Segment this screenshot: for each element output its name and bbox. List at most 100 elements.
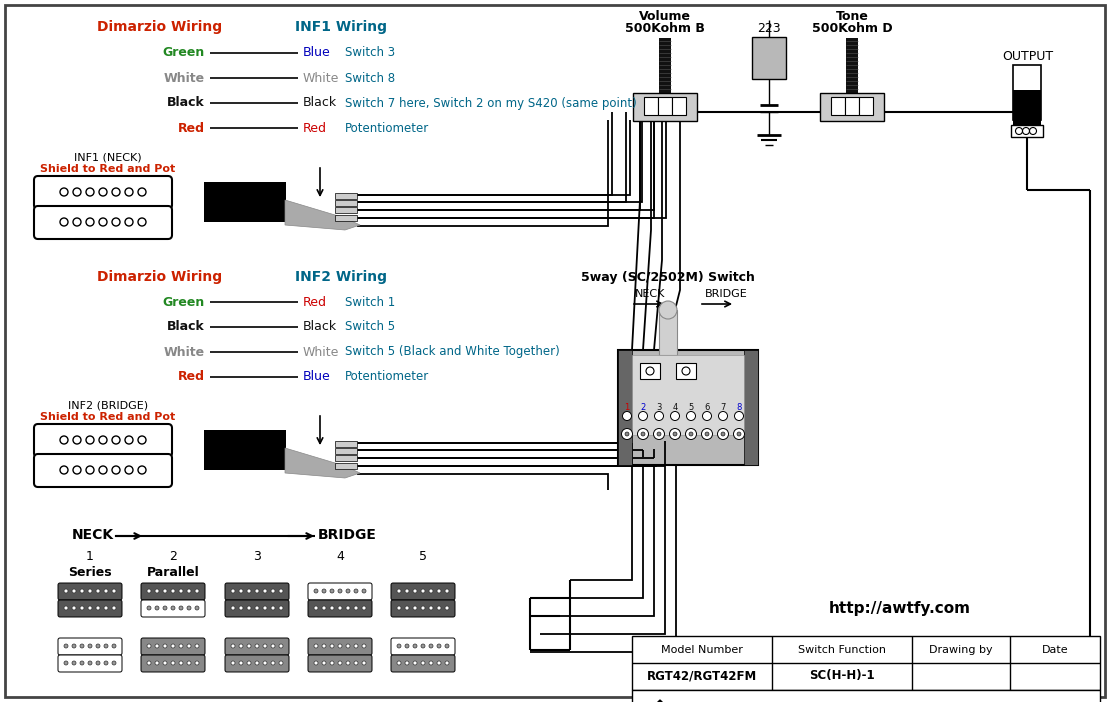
Circle shape [406,606,409,610]
Circle shape [80,661,84,665]
Circle shape [413,644,417,648]
Circle shape [239,661,243,665]
Circle shape [397,589,401,593]
FancyBboxPatch shape [391,655,456,672]
Text: Drawing by: Drawing by [929,645,993,655]
Circle shape [362,589,366,593]
Text: Red: Red [303,121,327,135]
Circle shape [346,661,350,665]
Circle shape [721,432,725,436]
Circle shape [96,644,100,648]
Circle shape [104,606,108,610]
Circle shape [429,661,433,665]
Circle shape [163,644,167,648]
Circle shape [338,644,342,648]
Text: 1: 1 [86,550,94,562]
Circle shape [354,661,358,665]
FancyBboxPatch shape [34,454,172,487]
Text: White: White [164,72,206,84]
Circle shape [354,589,358,593]
Circle shape [231,644,236,648]
Circle shape [179,661,183,665]
Circle shape [687,411,695,420]
Circle shape [156,661,159,665]
Text: 2: 2 [169,550,177,562]
Circle shape [171,661,176,665]
Circle shape [196,606,199,610]
Text: Switch 3: Switch 3 [346,46,396,60]
Circle shape [314,661,318,665]
Circle shape [171,644,176,648]
Bar [659,310,677,355]
Circle shape [247,661,251,665]
Circle shape [196,589,199,593]
Circle shape [279,589,283,593]
FancyBboxPatch shape [308,655,372,672]
FancyBboxPatch shape [34,424,172,457]
Circle shape [156,589,159,593]
Text: Blue: Blue [303,46,331,60]
Text: Dimarzio Wiring: Dimarzio Wiring [98,20,222,34]
Text: 5: 5 [419,550,427,562]
Bar [204,182,286,222]
Circle shape [80,606,84,610]
FancyBboxPatch shape [34,206,172,239]
Circle shape [406,661,409,665]
Circle shape [72,644,76,648]
Bar [336,215,357,221]
Text: 3: 3 [253,550,261,562]
Text: RGT42/RGT42FM: RGT42/RGT42FM [647,670,757,682]
FancyBboxPatch shape [141,600,206,617]
FancyBboxPatch shape [226,600,289,617]
Circle shape [179,644,183,648]
Text: Black: Black [303,96,337,110]
Circle shape [437,661,441,665]
Text: 500Kohm D: 500Kohm D [812,22,892,34]
Circle shape [196,644,199,648]
Bar [633,93,697,121]
Circle shape [659,301,677,319]
Text: INF1 (NECK): INF1 (NECK) [74,152,142,162]
Text: 4: 4 [336,550,344,562]
Circle shape [413,606,417,610]
Text: 2: 2 [640,404,645,413]
Circle shape [413,589,417,593]
Circle shape [446,589,449,593]
Circle shape [279,661,283,665]
Circle shape [446,644,449,648]
FancyBboxPatch shape [141,655,206,672]
Polygon shape [286,200,360,230]
Circle shape [397,606,401,610]
Circle shape [406,644,409,648]
FancyBboxPatch shape [391,583,456,600]
Text: INF2 Wiring: INF2 Wiring [296,270,387,284]
Circle shape [247,589,251,593]
Circle shape [718,428,729,439]
Circle shape [256,661,259,665]
Text: Black: Black [303,321,337,333]
Bar [204,430,286,470]
Circle shape [80,644,84,648]
Circle shape [263,589,267,593]
Bar [336,463,357,469]
Text: NECK: NECK [635,289,665,299]
Circle shape [147,661,151,665]
Circle shape [330,606,334,610]
Bar [845,97,859,115]
FancyBboxPatch shape [308,600,372,617]
Circle shape [314,644,318,648]
Circle shape [112,661,116,665]
Text: Black: Black [168,96,206,110]
Circle shape [187,589,191,593]
Circle shape [147,644,151,648]
Circle shape [421,606,426,610]
Circle shape [322,589,326,593]
Circle shape [88,589,92,593]
Circle shape [685,428,697,439]
Circle shape [322,606,326,610]
Circle shape [187,661,191,665]
Bar [618,350,758,465]
Circle shape [104,661,108,665]
Circle shape [645,367,654,375]
Circle shape [346,589,350,593]
